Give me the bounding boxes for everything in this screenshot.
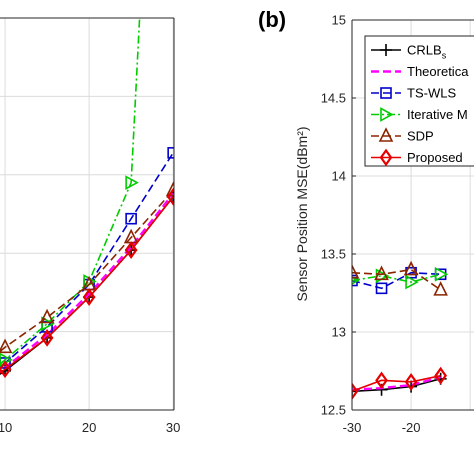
chart-panel-b: (b) Sensor Position MSE(dBm²) 12.5 13 13.5… [258,7,474,435]
x-ticks-b: -30 -20 [343,420,421,435]
legend-b: CRLBs Theoretica TS-WLS Iterative M SDP Propo… [364,35,474,167]
data-point [352,382,359,401]
series-line [0,152,174,368]
legend-label: Theoretica [407,64,469,79]
axes-b [351,19,474,411]
chart-panel-a: 10 20 30 [0,17,180,435]
series-line [352,378,441,393]
y-tick-label: 13 [332,325,346,340]
x-tick-label: 30 [166,420,180,435]
legend-marker [380,44,392,56]
x-tick-label: -30 [343,420,362,435]
x-ticks-a: 10 20 30 [0,420,180,435]
data-point [434,266,449,282]
legend-label: Proposed [407,150,463,165]
series-theoretical [0,192,174,373]
data-point [403,260,419,276]
legend-entry: TS-WLS [371,86,456,101]
legend-label: SDP [407,129,434,144]
data-point [405,274,419,290]
series-b [352,260,449,401]
y-tick-label: 15 [332,13,346,28]
y-axis-label-b: Sensor Position MSE(dBm²) [294,126,310,301]
series-line [352,374,441,393]
data-point [82,288,96,306]
series-sdp [352,260,448,296]
axes-a [0,17,175,411]
y-tick-label: 13.5 [321,247,346,262]
series-line [0,18,141,365]
legend-entry: Proposed [371,148,463,167]
x-tick-label: 20 [82,420,96,435]
data-point [375,282,388,295]
data-point [166,187,174,206]
legend-subscript: s [442,51,447,61]
legend-entry: Iterative M [371,107,468,122]
series-a [0,18,174,379]
legend-entry: CRLBs [371,43,447,61]
legend-label: CRLBs [407,43,447,61]
data-point [40,328,54,347]
series-line [0,196,174,374]
data-point [0,338,13,354]
legend-marker [380,87,392,99]
data-point [374,265,389,281]
series-line [0,192,174,373]
series-theoretical [352,376,441,391]
legend-marker [378,127,394,142]
legend-label: TS-WLS [407,86,456,101]
legend-label: Iterative M [407,107,468,122]
series-line [352,376,441,391]
series-line [352,273,441,283]
data-point [41,316,55,332]
panel-label-b: (b) [258,7,286,32]
y-tick-label: 14.5 [321,91,346,106]
data-point [167,147,174,159]
y-tick-label: 12.5 [321,403,346,418]
legend-marker [379,148,393,167]
legend-entry: SDP [371,127,434,144]
legend-marker [380,107,394,122]
series-line [352,268,442,291]
data-point [0,360,12,379]
y-tick-label: 14 [332,169,346,184]
data-point [404,373,418,391]
series-line [0,189,174,353]
data-point [375,371,388,390]
data-point [39,308,55,324]
series-proposed [0,187,174,379]
x-tick-label: 10 [0,420,12,435]
data-point [433,281,448,296]
data-point [125,212,137,225]
legend-entry: Theoretica [371,64,469,79]
series-line [352,271,441,290]
data-point [124,241,138,259]
legend-box [364,35,474,167]
data-point [352,263,360,279]
series-proposed [352,366,447,401]
data-point [434,366,447,385]
data-point [125,175,139,190]
data-point [165,181,174,197]
x-tick-label: -20 [402,420,421,435]
y-ticks-b: 12.5 13 13.5 14 14.5 15 [321,13,356,418]
